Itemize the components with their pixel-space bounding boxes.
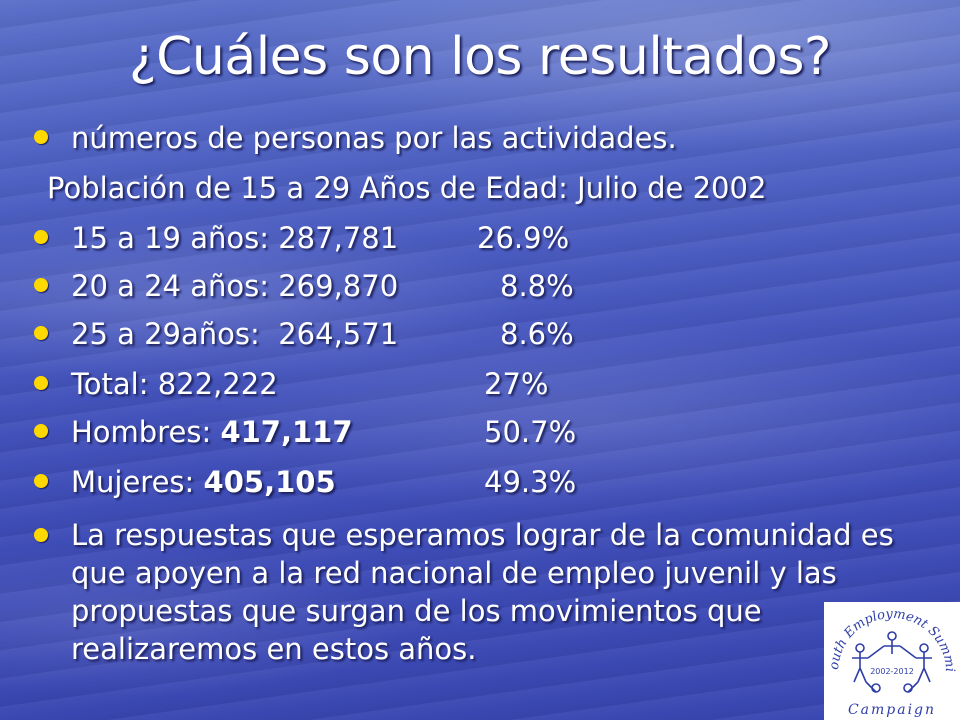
stat-row: 20 a 24 años: 269,870 8.8% [34,266,734,306]
logo-arc-text: Youth Employment Summit [824,602,957,672]
stat-label-prefix: Hombres: [71,415,221,449]
logo-caption: Campaign [848,702,936,718]
bullet-dot-icon [34,266,56,306]
bullet-dot-icon [34,364,56,404]
stat-value: 27% [484,367,549,401]
stat-label-prefix: Mujeres: [71,465,204,499]
bullet-dot-icon [34,314,56,354]
stat-label-bold: 417,117 [220,415,353,449]
stat-label: 25 a 29años: 264,571 [71,317,399,351]
bullet-dot-icon [34,412,56,452]
logo-years: 2002-2012 [870,667,914,676]
stat-label: 15 a 19 años: 287,781 [71,221,399,255]
bullet-dot-icon [34,218,56,258]
stat-value: 50.7% [484,415,577,449]
stat-label: Mujeres: 405,105 [71,462,336,502]
stat-row: Hombres: 417,117 50.7% [34,412,734,452]
stat-row: Total: 822,222 27% [34,364,734,404]
stat-value: 49.3% [484,465,577,499]
stat-label: Hombres: 417,117 [71,412,353,452]
stat-row: 25 a 29años: 264,571 8.6% [34,314,734,354]
closing-text: La respuestas que esperamos lograr de la… [71,518,894,666]
slide-title: ¿Cuáles son los resultados? [128,27,832,87]
stat-value: 26.9% [477,221,570,255]
stat-value: 8.6% [500,317,574,351]
bullet-dot-icon [34,516,56,556]
stat-row: Mujeres: 405,105 49.3% [34,462,734,502]
stat-row: 15 a 19 años: 287,781 26.9% [34,218,734,258]
stat-label: 20 a 24 años: 269,870 [71,269,399,303]
yes-campaign-logo: Youth Employment Summit 2002-2012 Campai… [820,591,960,720]
stat-label: Total: 822,222 [71,367,278,401]
subheading: Población de 15 a 29 Años de Edad: Julio… [47,171,767,205]
bullet-text: números de personas por las actividades. [71,121,677,155]
bullet-dot-icon [34,118,56,158]
bullet-dot-icon [34,462,56,502]
logo-graphic: Youth Employment Summit 2002-2012 Campai… [820,591,957,718]
stat-value: 8.8% [500,269,574,303]
stat-label-bold: 405,105 [203,465,336,499]
bullet-item-intro: números de personas por las actividades. [34,118,914,158]
figures-icon [852,631,932,693]
